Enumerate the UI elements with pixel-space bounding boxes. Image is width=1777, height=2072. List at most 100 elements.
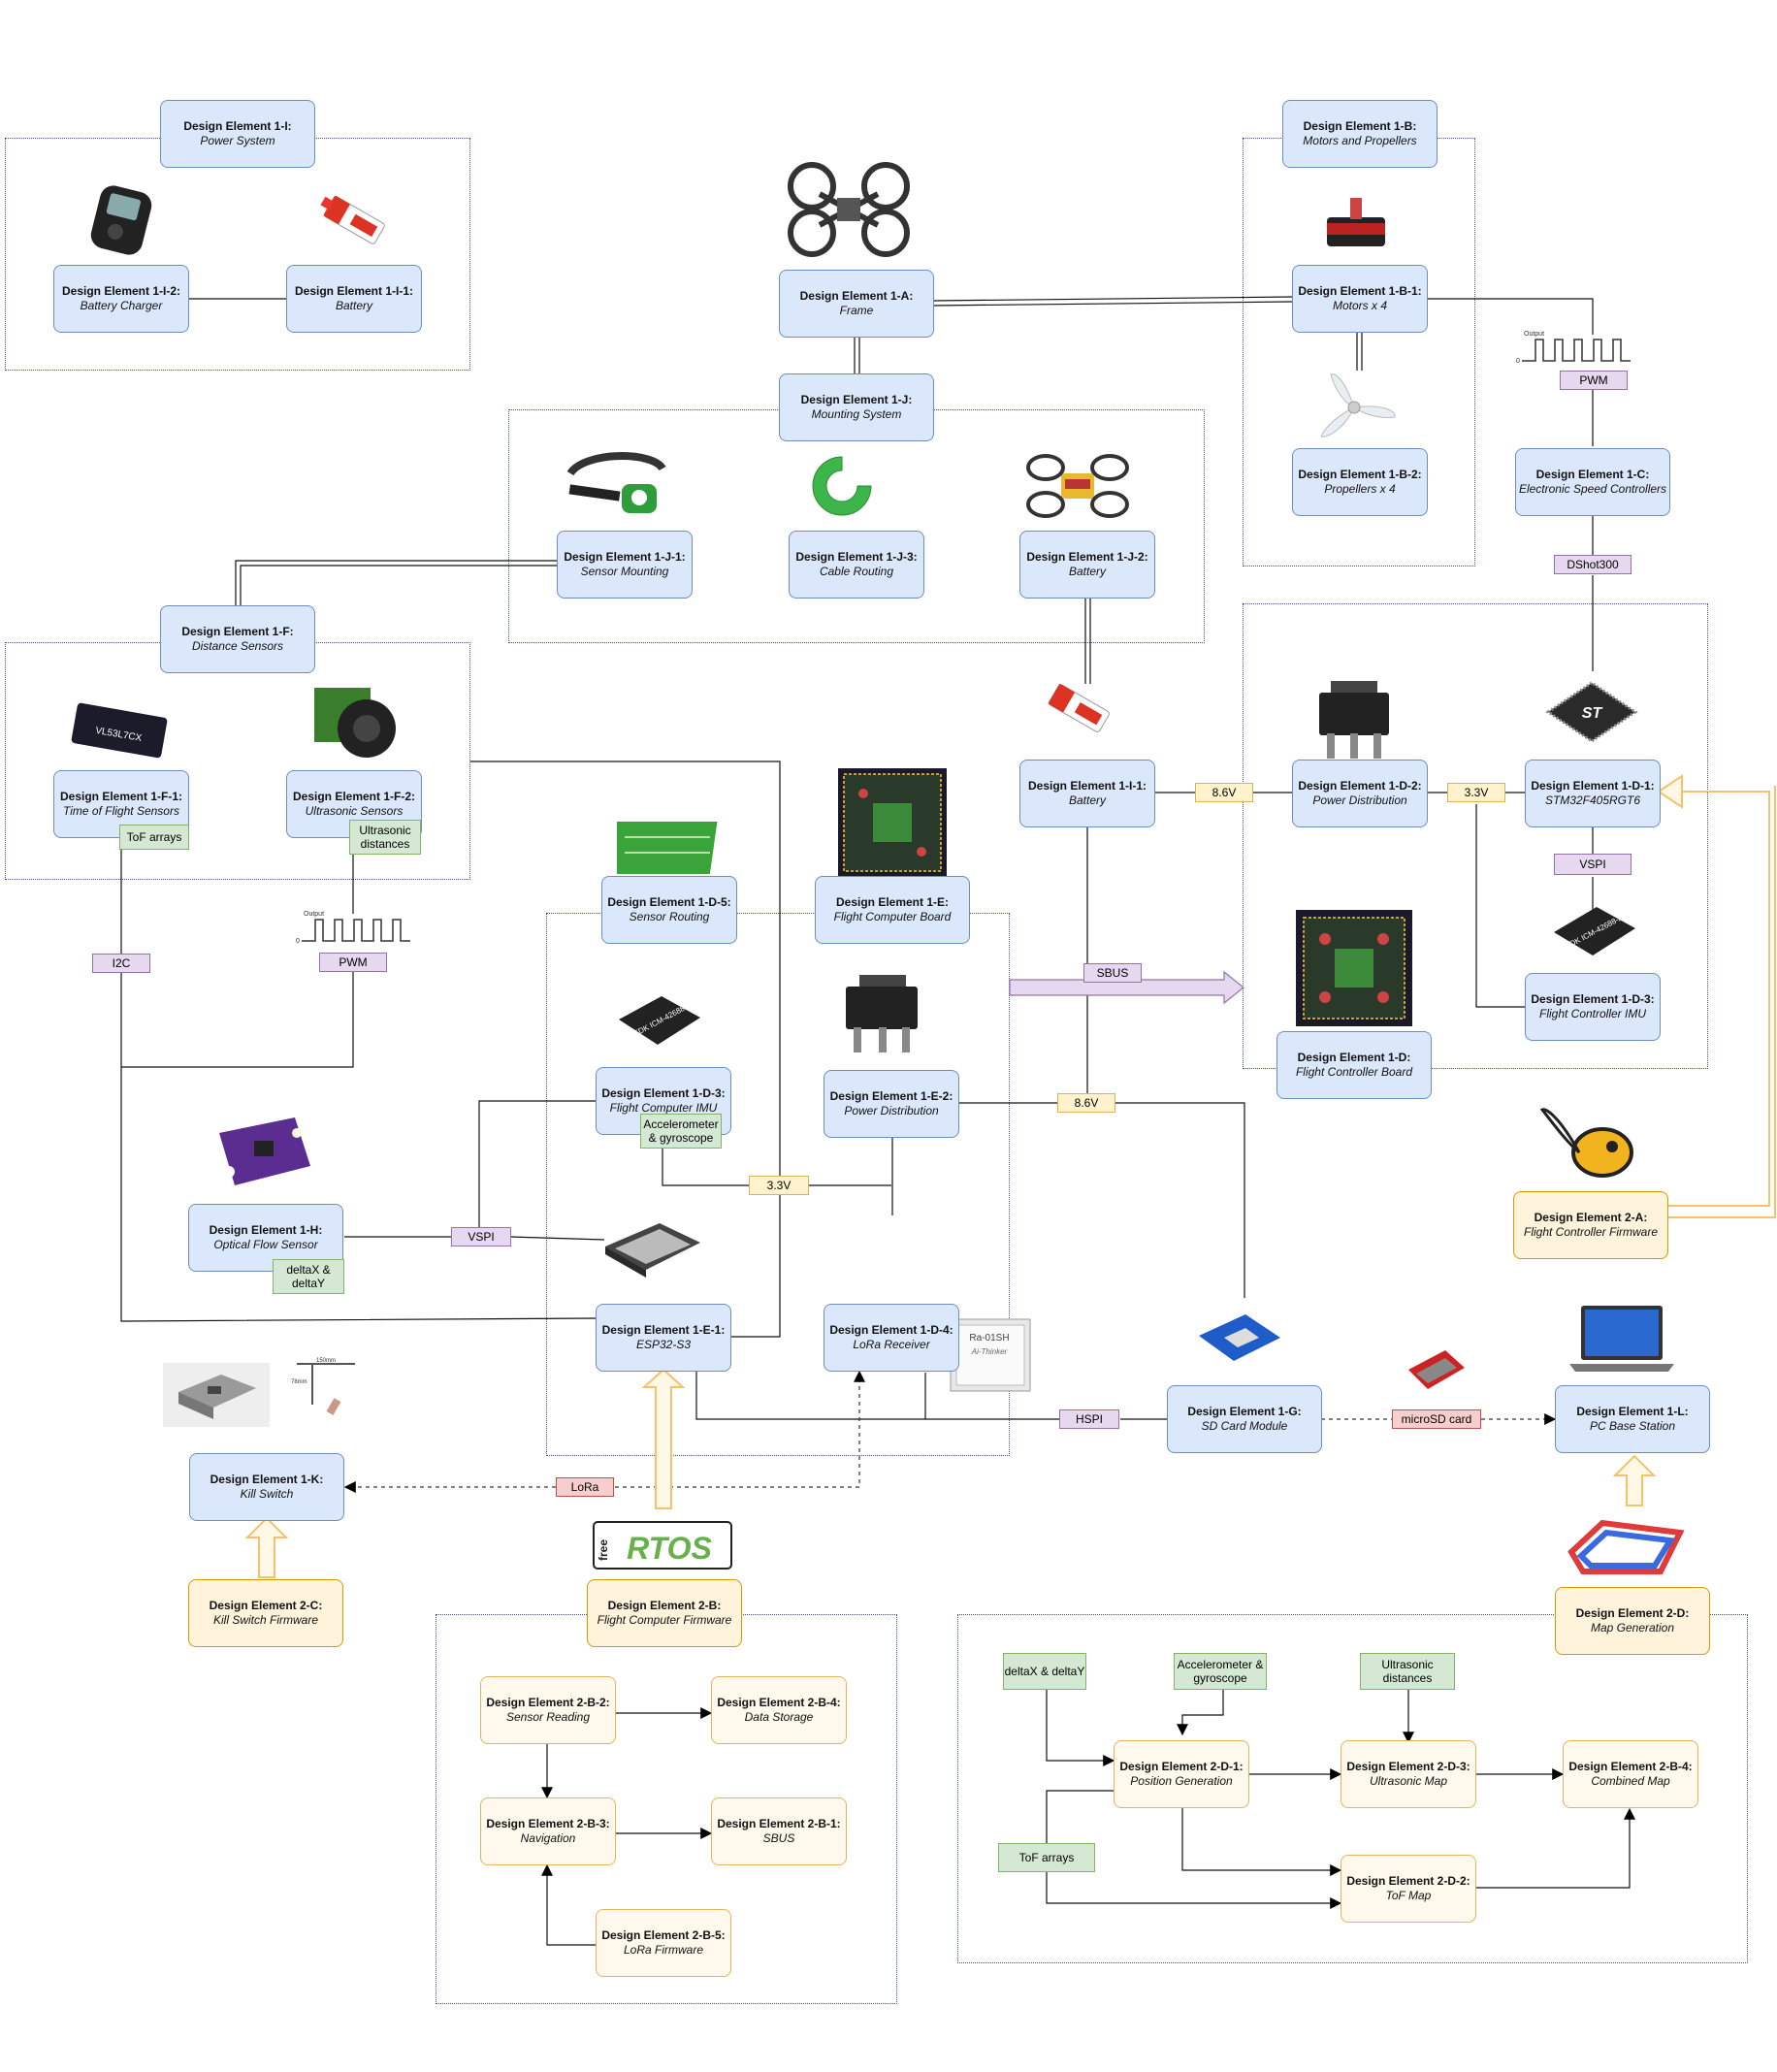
node-motors-propellers[interactable]: Design Element 1-B: Motors and Propeller… [1282, 100, 1438, 168]
node-kill-switch[interactable]: Design Element 1-K: Kill Switch [189, 1453, 344, 1521]
node-mounting-system[interactable]: Design Element 1-J: Mounting System [779, 373, 934, 441]
tag-sbus: SBUS [1083, 963, 1142, 983]
node-subtitle: Motors x 4 [1332, 299, 1387, 312]
node-subtitle: Combined Map [1591, 1774, 1670, 1788]
tag-map-ultrasonic: Ultrasonic distances [1360, 1653, 1455, 1690]
node-subtitle: Ultrasonic Map [1369, 1774, 1448, 1788]
pwm-waveform-top: Output 0 [1516, 331, 1631, 365]
wire-esp32-hspi [695, 1372, 1059, 1420]
node-motors[interactable]: Design Element 1-B-1: Motors x 4 [1292, 265, 1428, 333]
node-subtitle: Power Distribution [844, 1104, 939, 1117]
node-subtitle: STM32F405RGT6 [1544, 793, 1641, 807]
node-title: Design Element 1-J: [800, 393, 913, 406]
node-title: Design Element 1-D-4: [829, 1323, 953, 1337]
node-map-generation[interactable]: Design Element 2-D: Map Generation [1555, 1587, 1710, 1655]
node-subtitle: Frame [839, 304, 874, 317]
node-fc-firmware[interactable]: Design Element 2-A: Flight Controller Fi… [1513, 1191, 1668, 1259]
node-fc-power-distribution[interactable]: Design Element 1-D-2: Power Distribution [1292, 760, 1428, 827]
node-lora-receiver[interactable]: Design Element 1-D-4: LoRa Receiver [824, 1304, 959, 1372]
node-title: Design Element 1-E-2: [829, 1089, 953, 1103]
node-data-storage[interactable]: Design Element 2-B-4: Data Storage [711, 1676, 847, 1744]
node-title: Design Element 2-D-1: [1119, 1760, 1244, 1773]
flow-2d2-combined [1475, 1807, 1635, 1889]
node-subtitle: LoRa Receiver [853, 1338, 930, 1351]
node-flight-controller-board[interactable]: Design Element 1-D: Flight Controller Bo… [1276, 1031, 1432, 1099]
tag-pwm-ultrasonic: PWM [319, 953, 387, 972]
node-lora-firmware[interactable]: Design Element 2-B-5: LoRa Firmware [596, 1909, 731, 1977]
node-ultrasonic-map[interactable]: Design Element 2-D-3: Ultrasonic Map [1341, 1740, 1476, 1808]
freertos-logo: free RTOS [593, 1521, 732, 1570]
svg-text:0: 0 [296, 938, 300, 945]
node-title: Design Element 2-A: [1534, 1211, 1648, 1224]
node-title: Design Element 2-B-1: [717, 1817, 841, 1830]
tag-ultrasonic-distances: Ultrasonic distances [349, 820, 421, 855]
node-propellers[interactable]: Design Element 1-B-2: Propellers x 4 [1292, 448, 1428, 516]
node-battery-charger[interactable]: Design Element 1-I-2: Battery Charger [53, 265, 189, 333]
node-subtitle: PC Base Station [1589, 1419, 1676, 1433]
node-combined-map[interactable]: Design Element 2-B-4: Combined Map [1563, 1740, 1698, 1808]
node-pc-base-station[interactable]: Design Element 1-L: PC Base Station [1555, 1385, 1710, 1453]
node-title: Design Element 1-D-1: [1531, 779, 1655, 793]
node-stm32[interactable]: Design Element 1-D-1: STM32F405RGT6 [1525, 760, 1661, 827]
node-title: Design Element 2-B-4: [1568, 1760, 1693, 1773]
node-subtitle: Flight Computer IMU [609, 1101, 718, 1115]
fw-arrow-2a-mcu-line [1656, 780, 1770, 1207]
tag-8v6-computer: 8.6V [1057, 1093, 1115, 1113]
node-title: Design Element 1-D-2: [1298, 779, 1422, 793]
node-title: Design Element 1-J-3: [795, 550, 918, 564]
node-battery-power[interactable]: Design Element 1-I-1: Battery [286, 265, 422, 333]
node-subtitle: LoRa Firmware [623, 1943, 704, 1957]
node-sensor-mounting[interactable]: Design Element 1-J-1: Sensor Mounting [557, 531, 693, 599]
tag-microsd-card: microSD card [1392, 1409, 1481, 1429]
node-navigation[interactable]: Design Element 2-B-3: Navigation [480, 1797, 616, 1865]
node-power-system[interactable]: Design Element 1-I: Power System [160, 100, 315, 168]
node-distance-sensors[interactable]: Design Element 1-F: Distance Sensors [160, 605, 315, 673]
group-map-generation [957, 1614, 1748, 1963]
node-flight-computer-board[interactable]: Design Element 1-E: Flight Computer Boar… [815, 876, 970, 944]
node-title: Design Element 2-C: [209, 1599, 323, 1612]
node-cable-routing[interactable]: Design Element 1-J-3: Cable Routing [789, 531, 924, 599]
fw-arrow-2b-esp32 [641, 1368, 686, 1509]
node-tof-map[interactable]: Design Element 2-D-2: ToF Map [1341, 1855, 1476, 1923]
node-title: Design Element 1-D: [1297, 1051, 1411, 1064]
node-computer-power-distribution[interactable]: Design Element 1-E-2: Power Distribution [824, 1070, 959, 1138]
node-sbus[interactable]: Design Element 2-B-1: SBUS [711, 1797, 847, 1865]
node-fc-imu[interactable]: Design Element 1-D-3: Flight Controller … [1525, 973, 1661, 1041]
node-subtitle: ESP32-S3 [635, 1338, 692, 1351]
node-mount-battery[interactable]: Design Element 1-J-2: Battery [1019, 531, 1155, 599]
regulator-fc-picture [1319, 681, 1389, 759]
tof-sensor-picture: VL53L7CX [71, 702, 168, 759]
node-sd-card-module[interactable]: Design Element 1-G: SD Card Module [1167, 1385, 1322, 1453]
tag-vspi-computer: VSPI [451, 1227, 511, 1246]
drone-frame-picture [788, 162, 910, 257]
group-flight-controller [1243, 603, 1708, 1069]
svg-text:RTOS: RTOS [627, 1531, 712, 1566]
wire-imu-33v [662, 1148, 749, 1186]
wire-frame-motors-a [932, 296, 1294, 302]
node-fc-battery[interactable]: Design Element 1-I-1: Battery [1019, 760, 1155, 827]
node-flight-computer-firmware[interactable]: Design Element 2-B: Flight Computer Firm… [587, 1579, 742, 1647]
node-title: Design Element 1-B: [1303, 119, 1417, 133]
node-esc[interactable]: Design Element 1-C: Electronic Speed Con… [1515, 448, 1670, 516]
node-subtitle: Kill Switch [240, 1487, 294, 1501]
antenna-picture: 150mm 78mm [291, 1358, 355, 1415]
fw-arrow-2a-head [1657, 774, 1683, 809]
node-subtitle: Power Distribution [1312, 793, 1407, 807]
wire-mount-distance-b [240, 565, 561, 606]
node-sensor-reading[interactable]: Design Element 2-B-2: Sensor Reading [480, 1676, 616, 1744]
node-esp32[interactable]: Design Element 1-E-1: ESP32-S3 [596, 1304, 731, 1372]
flow-2d1-2d2 [1181, 1807, 1342, 1876]
node-kill-switch-firmware[interactable]: Design Element 2-C: Kill Switch Firmware [188, 1579, 343, 1647]
flow-accel-2d1 [1177, 1690, 1224, 1736]
node-frame[interactable]: Design Element 1-A: Frame [779, 270, 934, 338]
tag-3v3-computer: 3.3V [749, 1176, 809, 1195]
node-sensor-routing[interactable]: Design Element 1-D-5: Sensor Routing [601, 876, 737, 944]
propeller-picture [1320, 373, 1396, 437]
node-subtitle: Flight Computer Board [833, 910, 952, 923]
tag-8v6-fc: 8.6V [1195, 783, 1253, 802]
fc-board-picture [1296, 910, 1412, 1026]
tag-dshot300: DShot300 [1554, 555, 1632, 574]
node-position-generation[interactable]: Design Element 2-D-1: Position Generatio… [1114, 1740, 1249, 1808]
node-subtitle: Battery [1068, 793, 1106, 807]
